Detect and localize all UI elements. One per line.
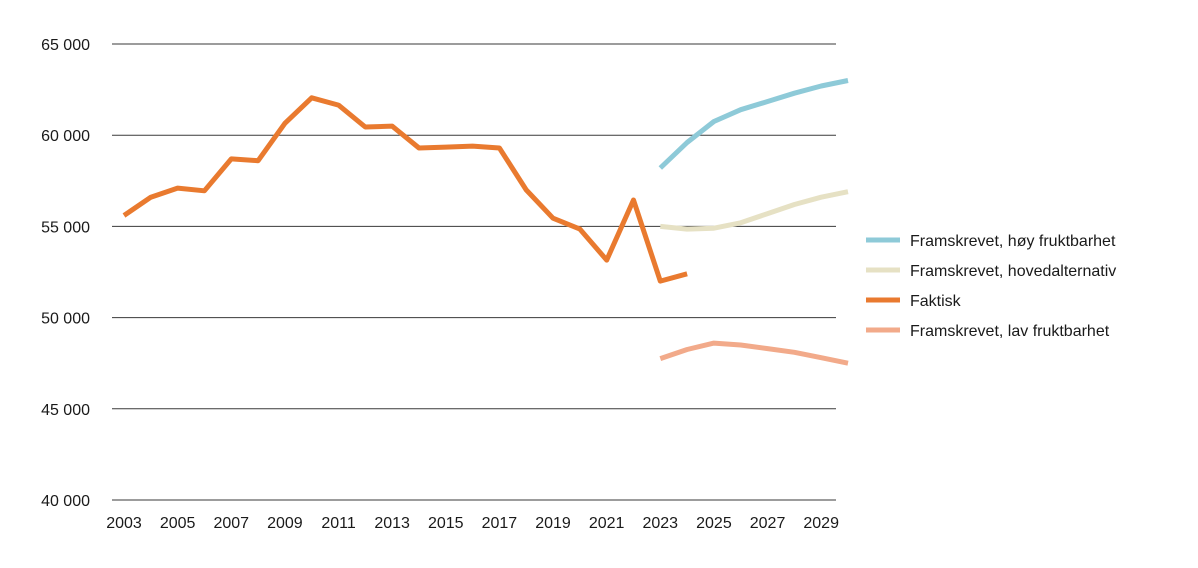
series-lines xyxy=(122,78,849,366)
x-tick-label: 2003 xyxy=(106,515,142,532)
y-tick-label: 60 000 xyxy=(41,128,90,145)
x-axis-tick-labels: 2003 2005 2007 2009 2011 2013 2015 2017 2019 2021… xyxy=(106,515,839,532)
y-tick-label: 45 000 xyxy=(41,402,90,419)
x-tick-label: 2017 xyxy=(482,515,518,532)
x-tick-label: 2023 xyxy=(642,515,678,532)
x-tick-label: 2019 xyxy=(535,515,571,532)
x-tick-label: 2009 xyxy=(267,515,303,532)
grid-lines xyxy=(112,43,836,501)
y-tick-label: 55 000 xyxy=(41,219,90,236)
x-tick-label: 2005 xyxy=(160,515,196,532)
series-line-3 xyxy=(659,340,849,366)
legend-label: Framskrevet, høy fruktbarhet xyxy=(910,233,1116,250)
legend-label: Framskrevet, lav fruktbarhet xyxy=(910,323,1110,340)
x-tick-label: 2029 xyxy=(803,515,839,532)
y-axis-tick-labels: 40 000 45 000 50 000 55 000 60 000 65 000 xyxy=(41,37,90,510)
series-line-0 xyxy=(658,78,849,170)
legend: Framskrevet, høy fruktbarhet Framskrevet,… xyxy=(866,233,1116,340)
x-tick-label: 2015 xyxy=(428,515,464,532)
series-line-2 xyxy=(122,95,688,284)
legend-label: Faktisk xyxy=(910,293,962,310)
x-tick-label: 2013 xyxy=(374,515,410,532)
legend-label: Framskrevet, hovedalternativ xyxy=(910,263,1116,280)
x-tick-label: 2007 xyxy=(213,515,249,532)
series-line-1 xyxy=(660,189,849,232)
y-tick-label: 50 000 xyxy=(41,311,90,328)
x-tick-label: 2021 xyxy=(589,515,625,532)
x-tick-label: 2011 xyxy=(321,515,356,532)
y-tick-label: 40 000 xyxy=(41,493,90,510)
x-tick-label: 2027 xyxy=(750,515,786,532)
y-tick-label: 65 000 xyxy=(41,37,90,54)
x-tick-label: 2025 xyxy=(696,515,732,532)
